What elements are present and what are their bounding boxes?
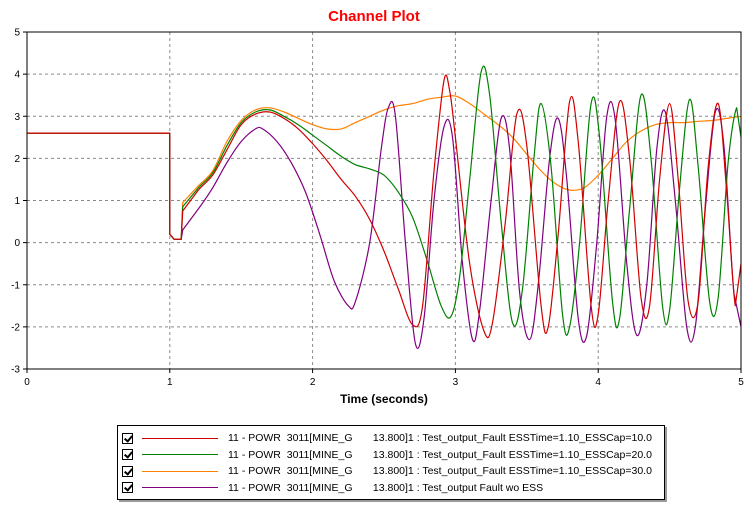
series-line-2 [27, 65, 742, 336]
y-tick-label: 0 [14, 238, 20, 249]
x-tick-label: 3 [453, 377, 459, 388]
series-line-3 [27, 95, 742, 240]
y-tick-label: 2 [14, 154, 20, 165]
grid-lines [27, 32, 741, 369]
legend-checkbox[interactable] [122, 449, 133, 460]
y-axis-ticks: -3 -2 -1 0 1 2 3 4 5 [11, 28, 27, 376]
legend-label: 11 - POWR 3011[MINE_G 13.800]1 : Test_ou… [228, 465, 652, 477]
legend-label: 11 - POWR 3011[MINE_G 13.800]1 : Test_ou… [228, 448, 652, 461]
legend-checkbox[interactable] [122, 482, 133, 493]
x-tick-label: 0 [24, 377, 30, 388]
y-tick-label: 3 [14, 112, 20, 123]
legend-checkbox[interactable] [122, 432, 133, 444]
legend: 11 - POWR 3011[MINE_G 13.800]1 : Test_ou… [117, 425, 665, 500]
legend-item[interactable]: 11 - POWR 3011[MINE_G 13.800]1 : Test_ou… [122, 463, 660, 479]
series-line-1 [27, 74, 742, 339]
series-lines [27, 65, 742, 350]
x-axis-title: Time (seconds) [340, 392, 428, 406]
legend-swatch [142, 454, 218, 455]
x-tick-label: 5 [738, 377, 744, 388]
legend-swatch [142, 487, 218, 488]
x-axis-ticks: 0 1 2 3 4 5 [24, 369, 744, 388]
legend-label: 11 - POWR 3011[MINE_G 13.800]1 : Test_ou… [228, 481, 544, 494]
legend-item[interactable]: 11 - POWR 3011[MINE_G 13.800]1 : Test_ou… [122, 480, 660, 496]
y-tick-label: 1 [14, 196, 20, 207]
series-line-4 [27, 100, 742, 350]
legend-checkbox[interactable] [122, 465, 133, 477]
chart-title: Channel Plot [328, 8, 420, 25]
y-tick-label: -3 [11, 365, 20, 376]
legend-item[interactable]: 11 - POWR 3011[MINE_G 13.800]1 : Test_ou… [122, 447, 660, 463]
legend-item[interactable]: 11 - POWR 3011[MINE_G 13.800]1 : Test_ou… [122, 430, 660, 446]
y-tick-label: -2 [11, 322, 20, 333]
y-tick-label: -1 [11, 280, 20, 291]
legend-swatch [142, 437, 218, 439]
y-tick-label: 4 [14, 70, 20, 81]
y-tick-label: 5 [14, 28, 20, 39]
x-tick-label: 1 [167, 377, 173, 388]
legend-swatch [142, 470, 218, 472]
x-tick-label: 4 [595, 377, 601, 388]
legend-label: 11 - POWR 3011[MINE_G 13.800]1 : Test_ou… [228, 432, 652, 444]
x-tick-label: 2 [310, 377, 316, 388]
